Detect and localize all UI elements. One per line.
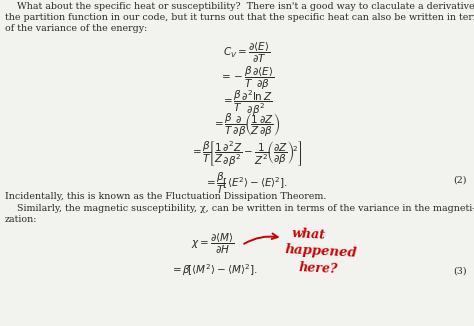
Text: of the variance of the energy:: of the variance of the energy: bbox=[5, 24, 147, 34]
Text: the partition function in our code, but it turns out that the specific heat can : the partition function in our code, but … bbox=[5, 13, 474, 22]
Text: $=\dfrac{\beta}{T}\dfrac{\partial^2\ln Z}{\partial\beta^2}$: $=\dfrac{\beta}{T}\dfrac{\partial^2\ln Z… bbox=[221, 89, 272, 118]
Text: Incidentally, this is known as the Fluctuation Dissipation Theorem.: Incidentally, this is known as the Fluct… bbox=[5, 192, 326, 201]
Text: $\chi=\dfrac{\partial\langle M\rangle}{\partial H}$: $\chi=\dfrac{\partial\langle M\rangle}{\… bbox=[191, 231, 235, 256]
Text: here?: here? bbox=[299, 261, 338, 276]
Text: $C_V =\dfrac{\partial\langle E\rangle}{\partial T}$: $C_V =\dfrac{\partial\langle E\rangle}{\… bbox=[223, 41, 270, 65]
Text: $=\beta\!\left[\langle M^2\rangle-\langle M\rangle^2\right].$: $=\beta\!\left[\langle M^2\rangle-\langl… bbox=[170, 262, 257, 278]
Text: what: what bbox=[292, 227, 326, 241]
Text: (2): (2) bbox=[454, 175, 467, 185]
Text: zation:: zation: bbox=[5, 215, 37, 224]
Text: happened: happened bbox=[284, 243, 357, 259]
Text: (3): (3) bbox=[453, 267, 467, 276]
Text: Similarly, the magnetic susceptibility, χ, can be written in terms of the varian: Similarly, the magnetic susceptibility, … bbox=[5, 204, 474, 213]
Text: What about the specific heat or susceptibility?  There isn't a good way to clacu: What about the specific heat or suscepti… bbox=[5, 2, 474, 11]
Text: $=\dfrac{\beta}{T}\!\left[\langle E^2\rangle-\langle E\rangle^2\right].$: $=\dfrac{\beta}{T}\!\left[\langle E^2\ra… bbox=[204, 171, 289, 196]
Text: $=\dfrac{\beta}{T}\dfrac{\partial}{\partial\beta}\!\left(\dfrac{1}{Z}\dfrac{\par: $=\dfrac{\beta}{T}\dfrac{\partial}{\part… bbox=[212, 111, 281, 139]
Text: $=-\dfrac{\beta}{T}\dfrac{\partial\langle E\rangle}{\partial\beta}$: $=-\dfrac{\beta}{T}\dfrac{\partial\langl… bbox=[219, 65, 274, 93]
Text: $=\dfrac{\beta}{T}\!\left[\dfrac{1}{Z}\dfrac{\partial^2 Z}{\partial\beta^2}-\dfr: $=\dfrac{\beta}{T}\!\left[\dfrac{1}{Z}\d… bbox=[190, 140, 303, 169]
